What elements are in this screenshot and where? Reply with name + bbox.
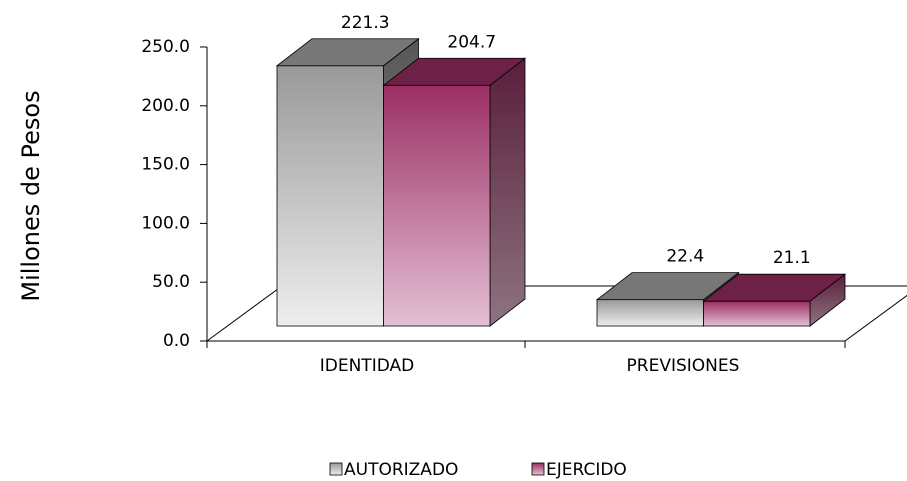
x-tick-label: IDENTIDAD xyxy=(320,356,414,376)
bar-top xyxy=(702,273,847,302)
bar-side xyxy=(489,57,526,327)
y-tick-label: 200.0 xyxy=(141,96,190,116)
y-tick-label: 100.0 xyxy=(141,213,190,233)
bar-top xyxy=(382,57,527,86)
y-axis-label: Millones de Pesos xyxy=(17,90,45,301)
y-tick-label: 50.0 xyxy=(152,272,190,292)
bar xyxy=(703,300,811,327)
legend-swatch xyxy=(329,462,343,476)
y-tick-label: 150.0 xyxy=(141,155,190,175)
legend-label: EJERCIDO xyxy=(546,460,627,480)
value-label: 221.3 xyxy=(341,13,390,33)
legend-label: AUTORIZADO xyxy=(344,460,458,480)
x-tick-label: PREVISIONES xyxy=(627,356,740,376)
value-label: 204.7 xyxy=(447,32,496,52)
value-label: 21.1 xyxy=(773,248,811,268)
bar-top xyxy=(275,38,420,67)
legend-swatch xyxy=(531,462,545,476)
bar xyxy=(276,65,384,327)
bar xyxy=(596,299,704,327)
y-tick-label: 0.0 xyxy=(163,331,190,351)
value-label: 22.4 xyxy=(666,247,704,267)
bar xyxy=(383,84,491,327)
y-tick-label: 250.0 xyxy=(141,37,190,57)
bar-top xyxy=(595,272,740,301)
